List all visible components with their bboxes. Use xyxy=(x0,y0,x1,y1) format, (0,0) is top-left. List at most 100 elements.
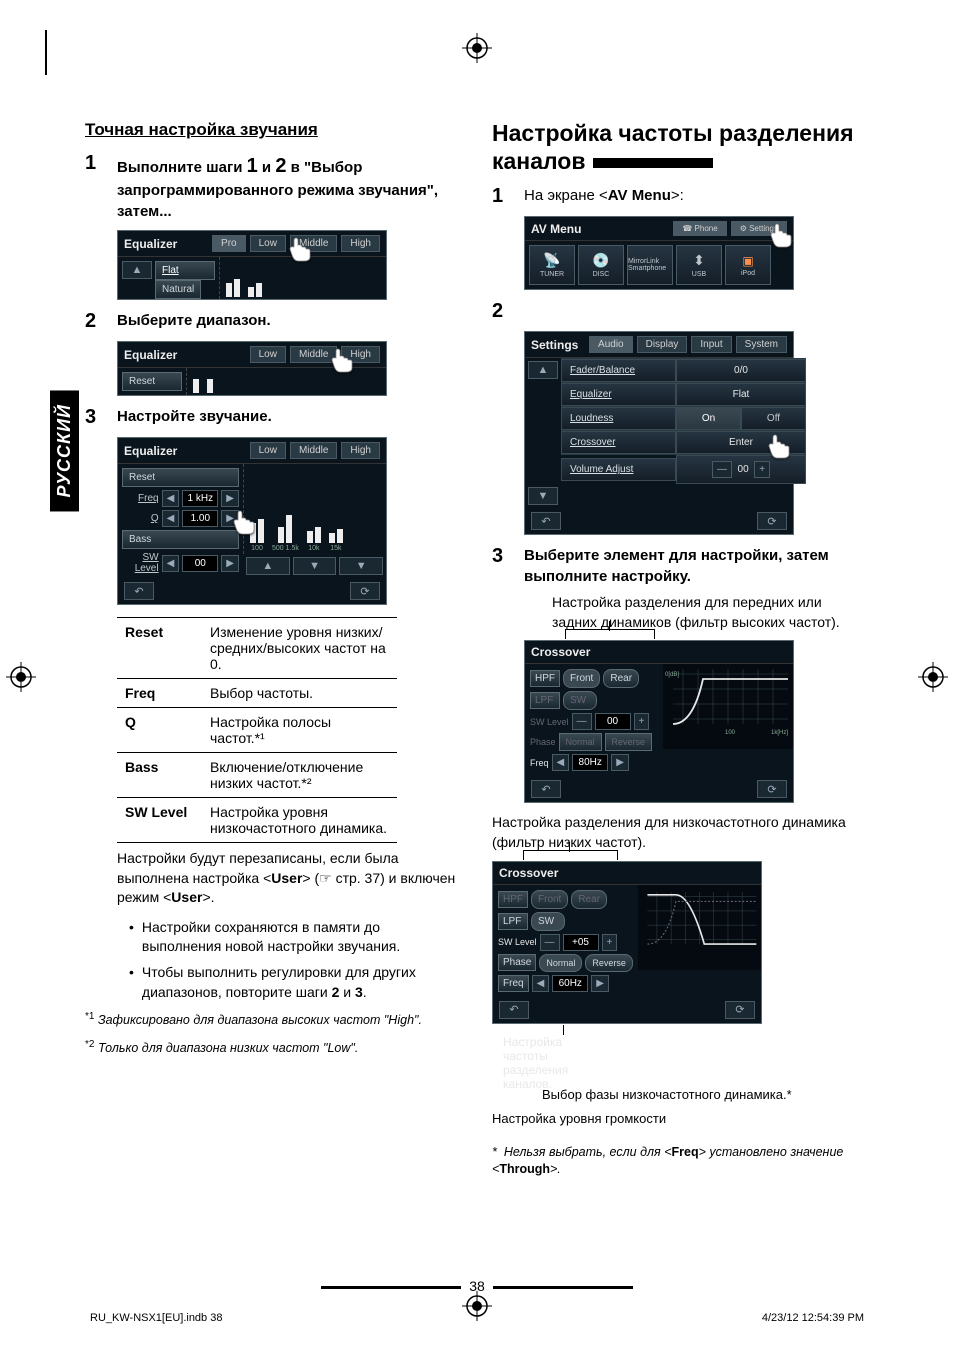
phase-label: Phase xyxy=(530,737,556,747)
registration-mark xyxy=(462,33,492,63)
setting-label[interactable]: Crossover xyxy=(561,431,676,454)
settings-button[interactable]: ⚙ Settings xyxy=(731,221,787,236)
registration-mark xyxy=(6,662,36,692)
section-heading: Точная настройка звучания xyxy=(85,120,462,140)
minus-button[interactable]: — xyxy=(540,934,560,951)
chip-sw[interactable]: SW xyxy=(563,691,597,710)
av-item-usb[interactable]: ⬍USB xyxy=(676,245,722,285)
tab-audio[interactable]: Audio xyxy=(589,336,633,353)
scroll-down-button[interactable]: ▼ xyxy=(528,487,558,505)
minus-button[interactable]: — xyxy=(572,713,592,730)
panel-title: Equalizer xyxy=(124,348,177,362)
hpf-label: HPF xyxy=(498,891,528,908)
freq-axis-label: 100 xyxy=(251,545,263,552)
setting-value: — 00 + xyxy=(676,455,806,484)
setting-label[interactable]: Loudness xyxy=(561,407,676,430)
level-up-button[interactable]: ▲ xyxy=(246,557,290,575)
step-text: На экране <AV Menu>: xyxy=(524,185,684,208)
tab-display[interactable]: Display xyxy=(637,336,688,353)
av-item-ipod[interactable]: ▣iPod xyxy=(725,245,771,285)
arrow-left-button[interactable]: ◀ xyxy=(162,555,180,572)
freq-axis-label: 500 1.5k xyxy=(272,545,299,552)
tab-system[interactable]: System xyxy=(736,336,787,353)
eq-tab-high[interactable]: High xyxy=(341,235,380,252)
phase-reverse[interactable]: Reverse xyxy=(585,954,633,972)
eq-tab-high[interactable]: High xyxy=(341,442,380,459)
home-button[interactable]: ⟳ xyxy=(725,1001,755,1019)
chip-front[interactable]: Front xyxy=(563,669,600,688)
arrow-left-button[interactable]: ◀ xyxy=(162,490,180,507)
eq-tab-middle[interactable]: Middle xyxy=(290,235,337,252)
crossover-panel-2: Crossover HPFFrontRear LPFSW SW Level—+0… xyxy=(492,861,762,1024)
up-arrow-icon[interactable]: ▲ xyxy=(122,261,152,279)
scroll-up-button[interactable]: ▲ xyxy=(528,361,558,379)
arrow-left-button[interactable]: ◀ xyxy=(532,975,550,992)
arrow-right-button[interactable]: ▶ xyxy=(221,555,239,572)
crop-mark xyxy=(45,30,47,75)
reset-button[interactable]: Reset xyxy=(122,468,239,487)
chip-rear[interactable]: Rear xyxy=(571,890,607,909)
plus-button[interactable]: + xyxy=(634,713,650,730)
eq-tab-middle[interactable]: Middle xyxy=(290,442,337,459)
panel-title: Settings xyxy=(531,338,578,352)
arrow-left-button[interactable]: ◀ xyxy=(162,510,180,527)
preset-natural[interactable]: Natural xyxy=(155,280,201,299)
chip-sw[interactable]: SW xyxy=(531,912,565,931)
phase-normal[interactable]: Normal xyxy=(539,954,582,972)
eq-tab-low[interactable]: Low xyxy=(250,346,286,363)
step-text: Выберите диапазон. xyxy=(117,310,271,333)
chip-rear[interactable]: Rear xyxy=(603,669,639,688)
toggle-off[interactable]: Off xyxy=(741,407,806,430)
arrow-left-button[interactable]: ◀ xyxy=(552,754,570,771)
svg-text:0[dB]: 0[dB] xyxy=(665,672,679,678)
level-down-button[interactable]: ▼ xyxy=(339,557,383,575)
setting-label[interactable]: Volume Adjust xyxy=(561,458,676,481)
bass-button[interactable]: Bass xyxy=(122,530,239,549)
footnote: *2 Только для диапазона низких частот "L… xyxy=(85,1038,462,1058)
crossover-graph xyxy=(638,885,761,970)
imprint-right: 4/23/12 12:54:39 PM xyxy=(762,1312,864,1324)
level-down-button[interactable]: ▼ xyxy=(293,557,337,575)
phase-reverse[interactable]: Reverse xyxy=(605,733,653,751)
arrow-right-button[interactable]: ▶ xyxy=(611,754,629,771)
back-button[interactable]: ↶ xyxy=(531,780,561,798)
plus-button[interactable]: + xyxy=(602,934,618,951)
arrow-right-button[interactable]: ▶ xyxy=(221,510,239,527)
param-name: Bass xyxy=(117,753,202,798)
home-button[interactable]: ⟳ xyxy=(757,512,787,530)
equalizer-panel-3: Equalizer Low Middle High Reset Freq◀1 k… xyxy=(117,437,387,605)
freq-value: 1 kHz xyxy=(182,490,218,507)
chip-front[interactable]: Front xyxy=(531,890,568,909)
eq-tab-pro[interactable]: Pro xyxy=(212,235,246,252)
callout-volume: Настройка уровня громкости xyxy=(492,1110,869,1128)
swlevel-value: 00 xyxy=(595,713,631,730)
eq-tab-low[interactable]: Low xyxy=(250,235,286,252)
av-item-mirrorlink[interactable]: MirrorLink Smartphone xyxy=(627,245,673,285)
language-tab: РУССКИЙ xyxy=(50,390,79,511)
toggle-on[interactable]: On xyxy=(676,407,741,430)
callout-line xyxy=(569,842,570,852)
setting-value[interactable]: Enter xyxy=(676,431,806,454)
right-column: Настройка частоты разделения каналов 1 Н… xyxy=(492,120,869,1240)
crossover-panel-1: Crossover HPFFrontRear LPFSW SW Level—00… xyxy=(524,640,794,803)
arrow-right-button[interactable]: ▶ xyxy=(221,490,239,507)
av-item-disc[interactable]: 💿DISC xyxy=(578,245,624,285)
tab-input[interactable]: Input xyxy=(691,336,731,353)
eq-tab-middle[interactable]: Middle xyxy=(290,346,337,363)
arrow-right-button[interactable]: ▶ xyxy=(591,975,609,992)
setting-label[interactable]: Equalizer xyxy=(561,383,676,406)
back-button[interactable]: ↶ xyxy=(124,582,154,600)
back-button[interactable]: ↶ xyxy=(499,1001,529,1019)
home-button[interactable]: ⟳ xyxy=(350,582,380,600)
phase-normal[interactable]: Normal xyxy=(559,733,602,751)
phone-button[interactable]: ☎ Phone xyxy=(673,221,726,236)
registration-mark xyxy=(918,662,948,692)
preset-flat[interactable]: Flat xyxy=(155,261,215,280)
back-button[interactable]: ↶ xyxy=(531,512,561,530)
reset-button[interactable]: Reset xyxy=(122,372,182,391)
eq-tab-high[interactable]: High xyxy=(341,346,380,363)
eq-tab-low[interactable]: Low xyxy=(250,442,286,459)
setting-label[interactable]: Fader/Balance xyxy=(561,359,676,382)
av-item-tuner[interactable]: 📡TUNER xyxy=(529,245,575,285)
home-button[interactable]: ⟳ xyxy=(757,780,787,798)
